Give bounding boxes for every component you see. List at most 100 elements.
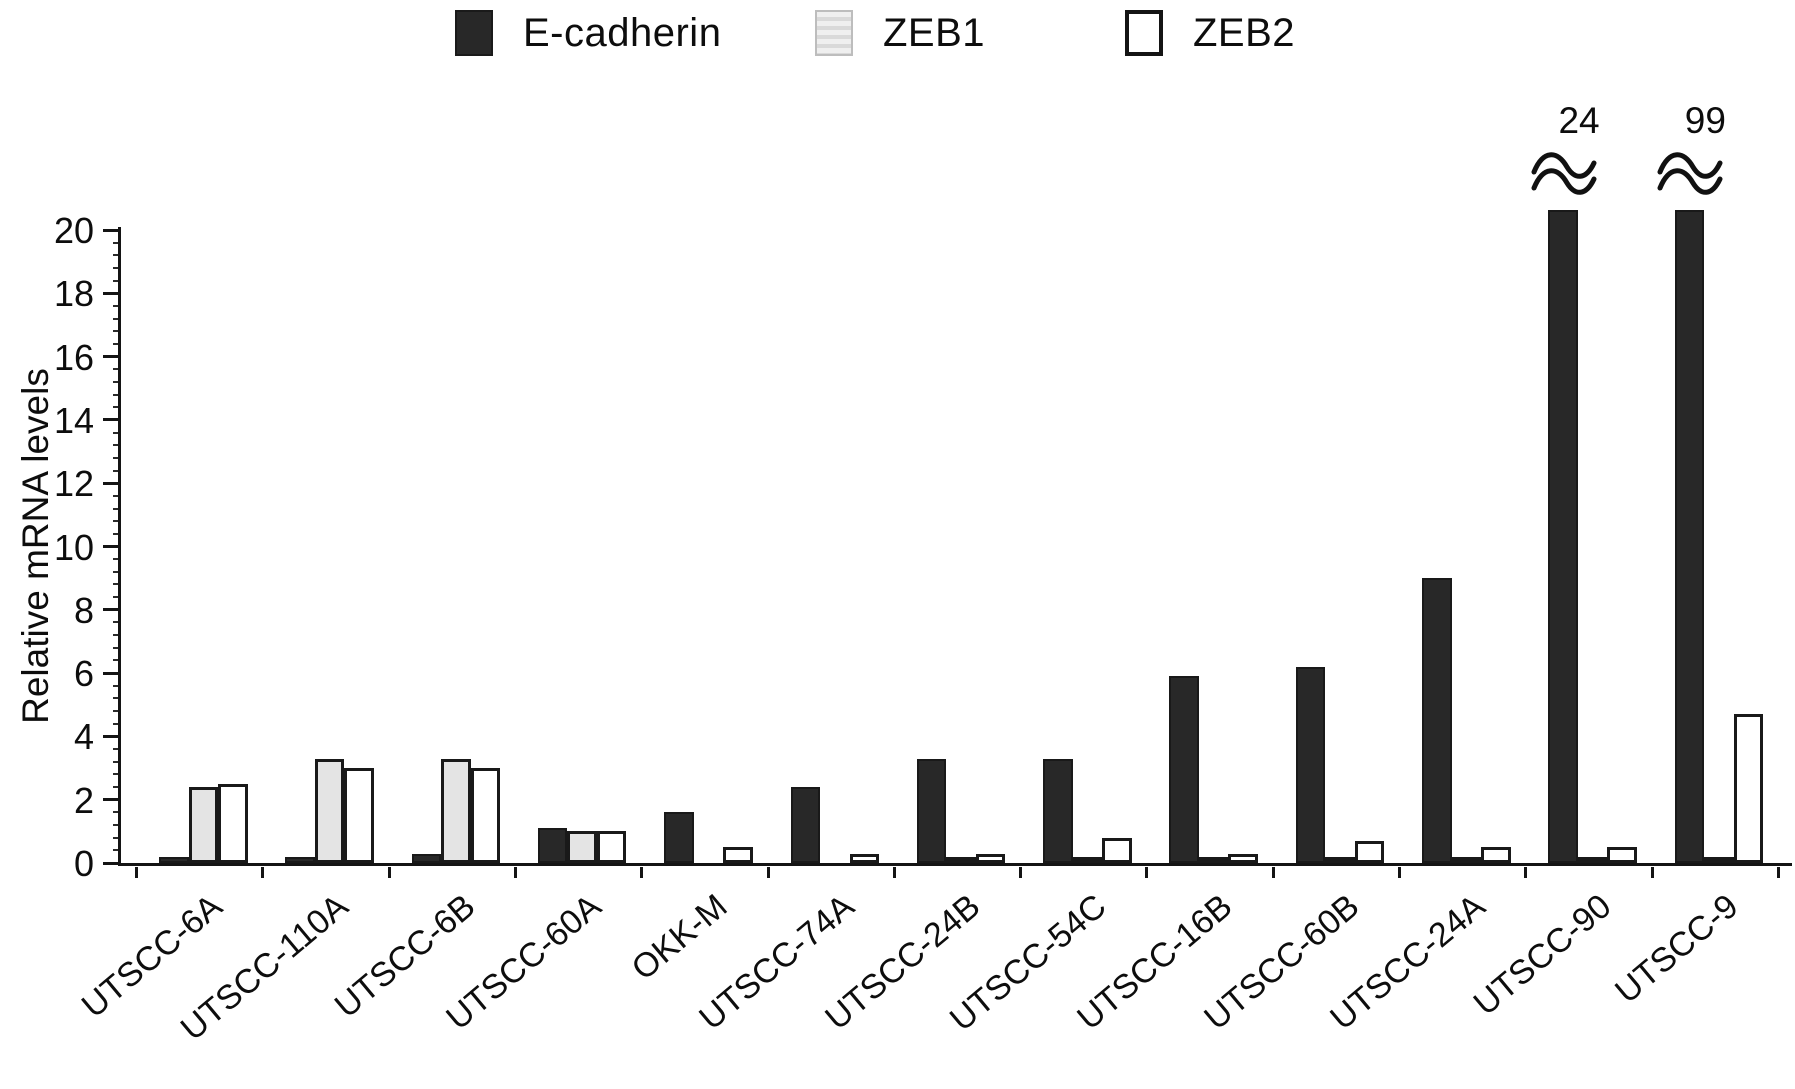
y-axis-major-tick (103, 355, 120, 359)
y-tick-label-14: 14 (53, 399, 94, 441)
y-axis-major-tick (103, 608, 120, 612)
y-axis-minor-tick (113, 621, 120, 624)
y-axis-minor-tick (113, 520, 120, 523)
y-axis-major-tick (103, 671, 120, 675)
y-axis-major-tick (103, 545, 120, 548)
x-axis-tick (1145, 867, 1149, 878)
x-axis-tick (387, 867, 391, 878)
bar-e-cadherin-utscc-24b (916, 758, 947, 863)
bar-zeb1-utscc-16b (1198, 857, 1229, 863)
bar-zeb2-utscc-110a (344, 768, 374, 863)
y-axis-major-tick (103, 481, 120, 485)
y-axis-minor-tick (113, 266, 120, 269)
bar-zeb2-utscc-60a (596, 831, 627, 863)
legend-item-zeb1: ZEB1 (815, 10, 985, 56)
y-axis-minor-tick (113, 393, 120, 396)
y-axis-minor-tick (113, 634, 120, 637)
x-axis-tick (1650, 867, 1654, 878)
y-axis-minor-tick (113, 824, 120, 827)
y-axis-minor-tick (113, 304, 120, 307)
y-tick-label-6: 6 (73, 653, 94, 695)
bar-zeb1-utscc-90 (1577, 857, 1608, 863)
y-tick-label-12: 12 (53, 463, 94, 505)
bar-e-cadherin-utscc-6a (159, 857, 189, 863)
y-axis-minor-tick (113, 773, 120, 776)
y-axis-minor-tick (113, 444, 120, 447)
y-axis-major-tick (103, 418, 120, 422)
y-axis-major-tick (103, 798, 120, 802)
y-tick-label-16: 16 (53, 336, 94, 378)
y-axis-minor-tick (113, 406, 120, 409)
bar-zeb1-utscc-24b (946, 857, 976, 863)
bar-e-cadherin-okk-m (664, 812, 694, 863)
break-value-label-utscc-9: 99 (1684, 100, 1726, 141)
y-axis-minor-tick (113, 507, 120, 510)
x-axis-tick (766, 867, 770, 878)
bar-zeb2-utscc-6b (470, 768, 501, 863)
bar-e-cadherin-utscc-9 (1674, 210, 1705, 863)
y-axis-minor-tick (113, 380, 120, 383)
bar-zeb2-utscc-74a (849, 853, 879, 863)
y-axis-minor-tick (113, 317, 120, 320)
y-axis-minor-tick (113, 241, 120, 244)
y-axis-line (118, 227, 121, 866)
y-axis-minor-tick (113, 684, 120, 687)
x-axis-tick (640, 867, 644, 878)
legend-item-e-cadherin: E-cadherin (455, 10, 721, 56)
legend-item-zeb2: ZEB2 (1125, 10, 1295, 56)
y-axis-minor-tick (113, 748, 120, 751)
x-axis-tick (1271, 867, 1275, 878)
x-axis-tick (892, 867, 896, 878)
y-axis-minor-tick (113, 368, 120, 371)
y-tick-label-4: 4 (73, 716, 94, 758)
bar-zeb2-utscc-16b (1228, 853, 1258, 863)
legend-label-zeb1: ZEB1 (883, 10, 986, 55)
y-axis-minor-tick (113, 760, 120, 763)
bar-zeb2-utscc-24a (1481, 847, 1511, 863)
y-axis-minor-tick (113, 596, 120, 599)
y-axis-major-tick (103, 291, 120, 295)
bar-e-cadherin-utscc-6b (411, 853, 442, 863)
bar-e-cadherin-utscc-60b (1295, 666, 1326, 863)
bar-zeb2-utscc-24b (975, 853, 1006, 863)
y-axis-minor-tick (113, 456, 120, 459)
x-axis-tick (1398, 867, 1401, 878)
y-axis-minor-tick (113, 330, 120, 333)
y-axis-minor-tick (113, 254, 120, 257)
bar-zeb1-utscc-54c (1072, 857, 1103, 863)
x-axis-tick (135, 867, 138, 878)
y-axis-minor-tick (113, 646, 120, 649)
y-axis-minor-tick (113, 583, 120, 586)
x-axis-tick (513, 867, 517, 878)
bar-zeb2-utscc-90 (1607, 847, 1637, 863)
bar-e-cadherin-utscc-110a (285, 856, 315, 863)
y-tick-label-10: 10 (53, 526, 94, 568)
axis-break-squiggle-utscc-90 (1529, 146, 1597, 204)
bar-zeb2-okk-m (723, 847, 753, 863)
bar-zeb1-utscc-24a (1451, 857, 1481, 863)
y-axis-minor-tick (113, 786, 120, 789)
bar-e-cadherin-utscc-74a (790, 787, 820, 863)
bar-e-cadherin-utscc-60a (537, 828, 568, 863)
y-axis-minor-tick (113, 570, 120, 573)
x-axis-tick (1776, 867, 1780, 878)
y-tick-label-18: 18 (53, 273, 94, 315)
y-axis-minor-tick (113, 849, 120, 852)
x-axis-tick (1019, 867, 1023, 878)
x-axis-label-okk-m: OKK-M (624, 887, 735, 988)
bar-e-cadherin-utscc-90 (1548, 210, 1578, 863)
bar-e-cadherin-utscc-16b (1169, 676, 1199, 863)
x-axis-line (118, 863, 1792, 866)
bar-e-cadherin-utscc-54c (1043, 758, 1073, 863)
y-axis-minor-tick (113, 469, 120, 472)
bar-e-cadherin-utscc-24a (1422, 578, 1452, 863)
bar-zeb2-utscc-6a (218, 783, 248, 863)
x-axis-tick (1524, 867, 1528, 878)
y-axis-minor-tick (113, 722, 120, 725)
bar-zeb1-utscc-9 (1704, 857, 1734, 863)
bar-zeb2-utscc-9 (1733, 714, 1764, 863)
bar-zeb1-utscc-110a (314, 758, 345, 863)
y-tick-label-20: 20 (53, 210, 94, 251)
